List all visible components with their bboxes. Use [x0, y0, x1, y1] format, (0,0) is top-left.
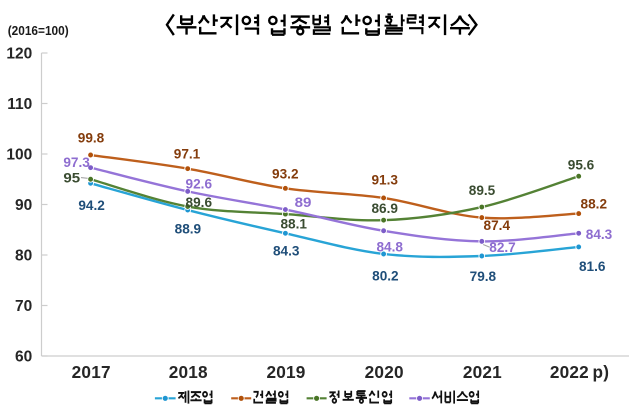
svg-text:84.3: 84.3 — [586, 227, 613, 243]
svg-text:2018: 2018 — [169, 362, 208, 382]
svg-text:93.2: 93.2 — [272, 167, 299, 183]
svg-text:89: 89 — [295, 195, 312, 211]
svg-text:91.3: 91.3 — [371, 172, 398, 188]
svg-text:(2016=100): (2016=100) — [8, 23, 69, 38]
svg-text:94.2: 94.2 — [78, 198, 105, 214]
svg-text:2022 p): 2022 p) — [550, 362, 609, 382]
svg-text:80.2: 80.2 — [372, 269, 399, 285]
svg-text:82.7: 82.7 — [489, 240, 516, 256]
svg-text:70: 70 — [15, 298, 32, 315]
svg-text:80: 80 — [15, 248, 32, 265]
svg-text:2020: 2020 — [365, 362, 404, 382]
svg-text:90: 90 — [15, 197, 32, 214]
svg-text:87.4: 87.4 — [484, 218, 511, 234]
svg-text:95.6: 95.6 — [568, 158, 595, 174]
svg-text:92.6: 92.6 — [186, 177, 213, 193]
svg-text:79.8: 79.8 — [470, 269, 497, 285]
svg-text:89.6: 89.6 — [186, 195, 213, 211]
svg-text:97.3: 97.3 — [63, 155, 90, 171]
svg-text:86.9: 86.9 — [371, 201, 398, 217]
svg-text:88.9: 88.9 — [175, 222, 202, 238]
svg-text:95: 95 — [63, 171, 80, 187]
svg-text:100: 100 — [6, 147, 32, 164]
svg-text:84.8: 84.8 — [376, 240, 403, 256]
svg-text:97.1: 97.1 — [174, 147, 201, 163]
svg-text:110: 110 — [7, 96, 32, 113]
svg-text:2017: 2017 — [72, 362, 111, 382]
svg-text:88.2: 88.2 — [581, 197, 608, 213]
svg-text:89.5: 89.5 — [469, 183, 496, 199]
svg-text:2019: 2019 — [266, 362, 305, 382]
svg-text:81.6: 81.6 — [579, 259, 606, 275]
svg-text:88.1: 88.1 — [280, 217, 307, 233]
svg-text:84.3: 84.3 — [273, 244, 300, 260]
svg-text:2021: 2021 — [463, 362, 502, 382]
svg-text:99.8: 99.8 — [78, 130, 105, 146]
svg-text:120: 120 — [6, 46, 32, 63]
svg-text:60: 60 — [15, 349, 32, 366]
